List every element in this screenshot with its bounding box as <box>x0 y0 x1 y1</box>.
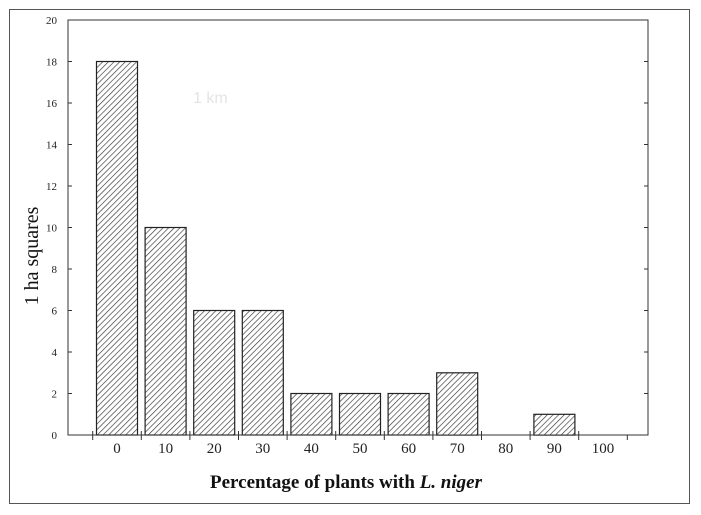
bar-40 <box>290 392 333 436</box>
y-tick-label-10: 10 <box>46 223 58 235</box>
bar-20 <box>193 309 236 436</box>
x-tick-label-30: 30 <box>255 441 270 457</box>
y-tick-label-6: 6 <box>52 306 58 318</box>
x-axis-title-prefix: Percentage of plants with <box>210 472 420 493</box>
x-tick-label-50: 50 <box>353 441 368 457</box>
y-tick-label-8: 8 <box>52 264 58 276</box>
x-tick-label-80: 80 <box>498 441 513 457</box>
x-tick-label-40: 40 <box>304 441 319 457</box>
bar-70 <box>436 372 479 436</box>
bars-group <box>95 60 576 436</box>
x-tick-label-100: 100 <box>592 441 615 457</box>
faint-scale-label: 1 km <box>193 90 228 107</box>
y-axis-title: 1 ha squares <box>21 206 43 305</box>
x-axis-title-species: L. niger <box>419 472 483 493</box>
bar-50 <box>338 392 382 436</box>
y-tick-label-16: 16 <box>46 98 58 110</box>
x-ticks-group: 0 10 20 30 40 50 60 70 80 90 100 <box>92 431 628 457</box>
y-tick-label-2: 2 <box>52 389 58 401</box>
bar-10 <box>144 226 187 436</box>
x-tick-label-70: 70 <box>450 441 465 457</box>
bar-60 <box>387 392 430 436</box>
y-ticks-group: 0 2 4 6 8 10 12 14 16 18 20 <box>46 15 648 442</box>
x-axis-title: Percentage of plants with L. niger <box>210 472 483 493</box>
y-tick-label-20: 20 <box>46 15 58 27</box>
y-tick-label-12: 12 <box>46 181 57 193</box>
x-tick-label-20: 20 <box>207 441 222 457</box>
x-tick-label-90: 90 <box>547 441 562 457</box>
bar-30 <box>241 309 284 436</box>
bar-90 <box>533 413 576 436</box>
x-tick-label-0: 0 <box>113 441 121 457</box>
y-tick-label-0: 0 <box>52 430 58 442</box>
y-tick-label-14: 14 <box>46 140 58 152</box>
chart-frame <box>9 9 690 504</box>
bar-0 <box>95 60 139 436</box>
x-tick-label-60: 60 <box>401 441 416 457</box>
x-tick-label-10: 10 <box>158 441 173 457</box>
y-tick-label-4: 4 <box>52 347 58 359</box>
y-tick-label-18: 18 <box>46 57 58 69</box>
